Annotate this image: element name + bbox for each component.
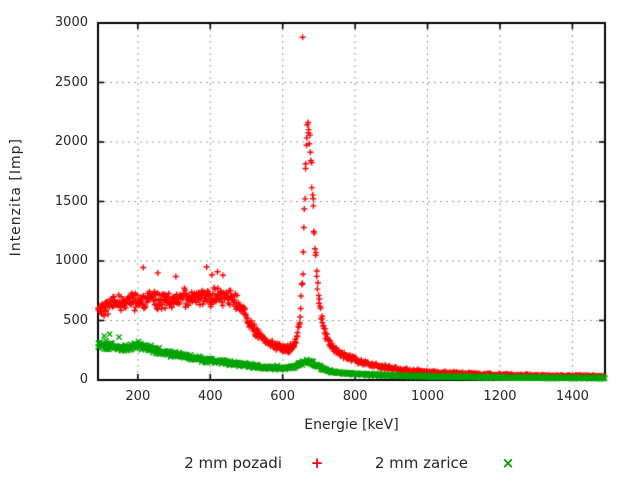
y-tick-label: 2500 (54, 74, 88, 90)
y-tick-label: 1000 (54, 253, 88, 268)
y-tick-label: 500 (63, 312, 88, 328)
y-tick-label: 0 (79, 372, 88, 387)
x-tick-label: 600 (270, 389, 296, 404)
cross-marker-icon: × (501, 454, 515, 472)
legend-label-zarice: 2 mm zarice (374, 454, 468, 472)
x-tick-label: 400 (197, 389, 223, 404)
y-axis-label: Intenzita [Imp] (8, 138, 24, 257)
x-tick-label: 1400 (555, 389, 589, 404)
x-tick-label: 800 (342, 389, 368, 404)
x-axis-label: Energie [keV] (304, 417, 399, 433)
y-tick-label: 1500 (54, 193, 88, 209)
legend-label-pozadi: 2 mm pozadi (184, 454, 282, 472)
plus-marker-icon: + (310, 454, 324, 472)
x-tick-label: 1000 (411, 389, 445, 404)
y-tick-label: 3000 (54, 15, 88, 30)
x-tick-label: 1200 (483, 389, 517, 404)
legend: 2 mm pozadi + 2 mm zarice × (0, 454, 640, 474)
x-tick-label: 200 (125, 389, 151, 404)
y-tick-label: 2000 (54, 134, 88, 149)
